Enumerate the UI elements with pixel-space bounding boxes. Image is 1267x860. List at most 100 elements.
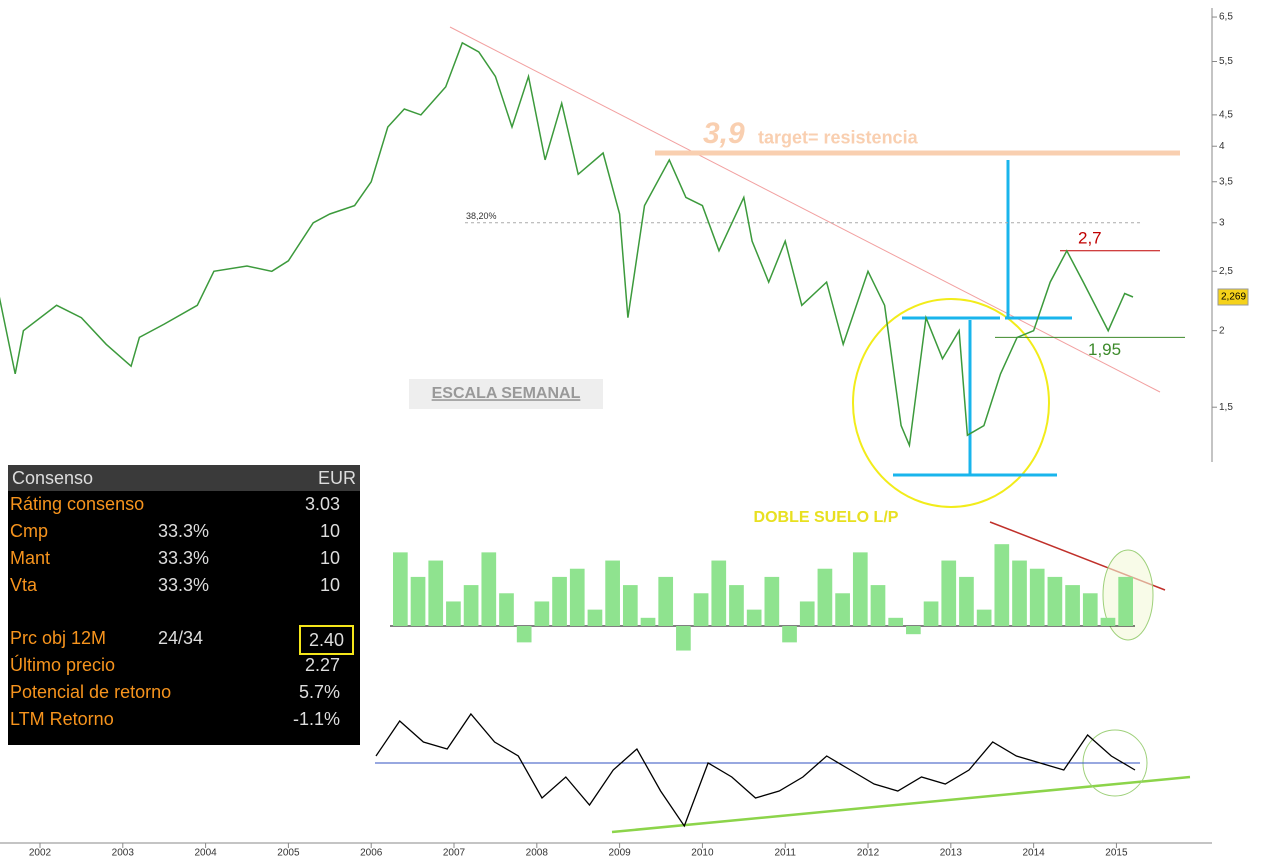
- row: Cmp 33.3% 10: [8, 518, 360, 545]
- pattern-lines: [893, 160, 1072, 477]
- volume-bar: [764, 576, 780, 626]
- volume-bar: [1100, 617, 1116, 626]
- note: DOBLE SUELO L/P: [754, 509, 899, 526]
- volume-bar: [746, 609, 762, 626]
- volume-bar: [481, 552, 497, 626]
- row: Último precio 2.27: [8, 652, 360, 679]
- cell: 5.7%: [298, 682, 340, 702]
- volume-bar: [711, 560, 727, 626]
- volume-bar: [693, 593, 709, 626]
- volume-bar: [852, 552, 868, 626]
- volume-bar: [499, 593, 514, 626]
- volume-bar: [676, 626, 691, 651]
- x-tick-label: 2009: [608, 848, 631, 859]
- target-note: target= resistencia: [758, 128, 919, 148]
- fib-label: 38,20%: [466, 211, 497, 221]
- cell: EUR: [317, 468, 356, 488]
- cell: Consenso: [12, 468, 94, 488]
- volume-bar: [1118, 576, 1133, 626]
- row: LTM Retorno -1.1%: [8, 706, 360, 733]
- y-tick-label: 2: [1219, 325, 1225, 336]
- volume-bar: [428, 560, 444, 626]
- x-tick-label: 2008: [526, 848, 549, 859]
- cell: Vta: [10, 575, 38, 595]
- note-box: [409, 379, 603, 409]
- price-box: [1217, 288, 1249, 306]
- row: Vta 33.3% 10: [8, 572, 360, 599]
- volume-bar: [976, 609, 992, 626]
- oscillator-trendline: [611, 775, 1191, 834]
- volume-bar: [1065, 585, 1080, 626]
- volume-bar: [1047, 576, 1063, 626]
- y-tick-label: 1,5: [1219, 402, 1233, 413]
- x-tick-label: 2010: [691, 848, 714, 859]
- level-label: 1,95: [1088, 340, 1121, 359]
- volume-bar: [552, 576, 567, 626]
- volume-bar: [516, 626, 532, 643]
- volume-bar: [835, 593, 850, 626]
- cell: Prc obj 12M: [10, 628, 107, 648]
- cell: -1.1%: [292, 709, 340, 729]
- cell: Ráting consenso: [10, 494, 145, 514]
- cell: Mant: [10, 548, 51, 568]
- spacer: [1060, 262, 1165, 590]
- volume-bar: [906, 626, 921, 635]
- y-tick-label: 4: [1219, 141, 1225, 152]
- volume-bar: [640, 617, 656, 626]
- cell: 33.3%: [158, 548, 210, 568]
- cell: 2.27: [304, 655, 340, 675]
- volume-bar: [941, 560, 957, 626]
- x-tick-label: 2004: [194, 848, 217, 859]
- volume-bar: [393, 552, 408, 626]
- cell: 24/34: [158, 628, 204, 648]
- volume-bar: [817, 568, 833, 626]
- cell: 2.40: [298, 625, 354, 655]
- x-tick-label: 2013: [940, 848, 963, 859]
- volume-bar: [959, 576, 974, 626]
- volume-bar: [446, 601, 461, 626]
- trendline: [449, 26, 1161, 393]
- volume-bar: [622, 585, 638, 626]
- note: ESCALA SEMANAL: [432, 385, 581, 402]
- volume-bar: [870, 585, 886, 626]
- consensus-panel: Consenso EUR Ráting consenso 3.03 Cmp 33.3% 10…: [8, 465, 360, 745]
- header: Consenso EUR: [8, 465, 360, 491]
- volume-bar: [782, 626, 797, 643]
- row: Potencial de retorno 5.7%: [8, 679, 360, 706]
- x-tick-label: 2007: [443, 848, 466, 859]
- cell: 10: [319, 548, 340, 568]
- volume-bar: [534, 601, 550, 626]
- cell: LTM Retorno: [10, 709, 114, 729]
- volume-bar: [463, 585, 479, 626]
- level-label: 2,7: [1078, 228, 1102, 247]
- double-bottom-circle: [852, 298, 1050, 508]
- oscillator-line: [375, 712, 1136, 828]
- last-price: 2,269: [1221, 292, 1246, 303]
- volume-bar: [569, 568, 585, 626]
- cell: 3.03: [304, 494, 340, 514]
- price-line: [0, 41, 1134, 449]
- y-tick-label: 4,5: [1219, 110, 1233, 121]
- cell: 33.3%: [158, 575, 210, 595]
- cell: 33.3%: [158, 521, 210, 541]
- x-tick-label: 2012: [857, 848, 880, 859]
- volume-bar: [658, 576, 674, 626]
- cell: 10: [319, 521, 340, 541]
- cell: 10: [319, 575, 340, 595]
- volume-bar: [799, 601, 815, 626]
- row: Ráting consenso 3.03: [8, 491, 360, 518]
- x-tick-label: 2014: [1023, 848, 1046, 859]
- x-tick-label: 2005: [277, 848, 300, 859]
- volume-bar: [994, 544, 1010, 626]
- y-tick-label: 3: [1219, 217, 1225, 228]
- row: Mant 33.3% 10: [8, 545, 360, 572]
- y-tick-label: 3,5: [1219, 176, 1233, 187]
- volume-bar: [605, 560, 620, 626]
- volume-bar: [1029, 568, 1045, 626]
- x-tick-label: 2003: [112, 848, 135, 859]
- volume-bar: [410, 576, 426, 626]
- volume-bar: [587, 609, 603, 626]
- cell: Cmp: [10, 521, 49, 541]
